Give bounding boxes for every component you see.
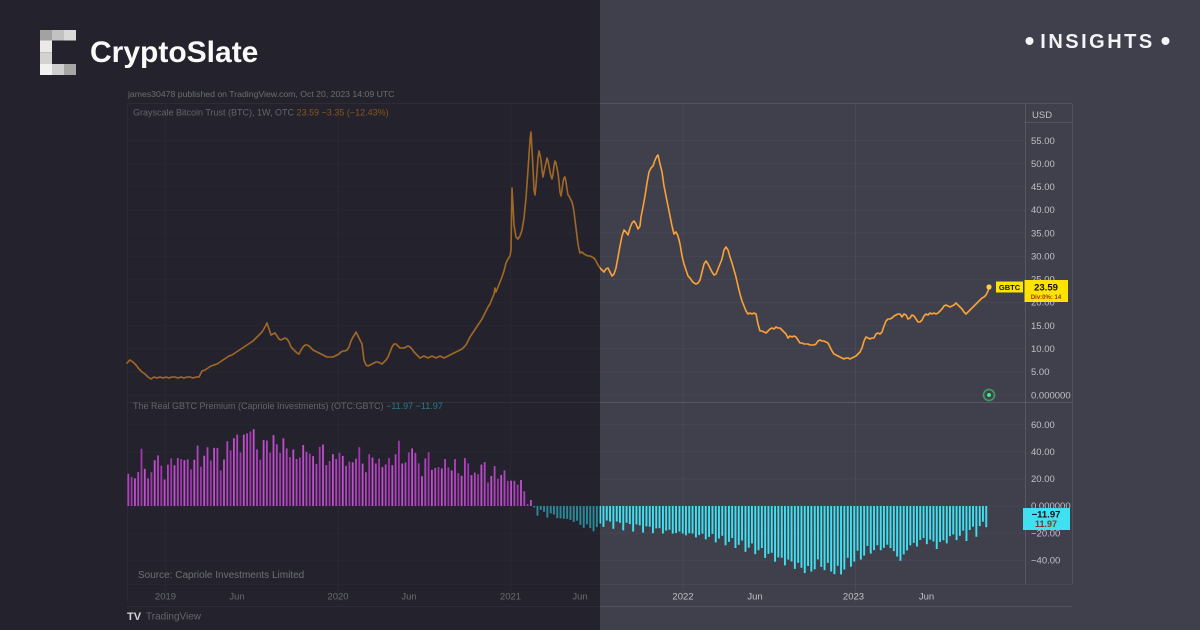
svg-text:2021: 2021 bbox=[500, 592, 521, 603]
svg-text:15.00: 15.00 bbox=[1031, 321, 1055, 332]
svg-text:40.00: 40.00 bbox=[1031, 447, 1055, 458]
svg-text:45.00: 45.00 bbox=[1031, 182, 1055, 193]
svg-text:60.00: 60.00 bbox=[1031, 420, 1055, 431]
svg-text:INSIGHTS: INSIGHTS bbox=[1040, 31, 1154, 53]
svg-text:11.97: 11.97 bbox=[1035, 519, 1057, 529]
svg-text:20.00: 20.00 bbox=[1031, 298, 1055, 309]
svg-text:Jun: Jun bbox=[747, 592, 762, 603]
svg-text:Jun: Jun bbox=[229, 592, 244, 603]
svg-text:0.000000: 0.000000 bbox=[1031, 501, 1071, 512]
svg-text:20.00: 20.00 bbox=[1031, 474, 1055, 485]
svg-text:2023: 2023 bbox=[843, 592, 864, 603]
svg-text:CryptoSlate: CryptoSlate bbox=[90, 36, 258, 69]
svg-text:Div:0%: 14: Div:0%: 14 bbox=[1031, 295, 1062, 301]
svg-text:Jun: Jun bbox=[572, 592, 587, 603]
svg-text:35.00: 35.00 bbox=[1031, 228, 1055, 239]
svg-text:23.59: 23.59 bbox=[1034, 283, 1058, 294]
svg-text:55.00: 55.00 bbox=[1031, 136, 1055, 147]
svg-text:−40.00: −40.00 bbox=[1031, 556, 1060, 567]
svg-text:james30478 published on Tradin: james30478 published on TradingView.com,… bbox=[127, 89, 394, 99]
svg-text:TradingView: TradingView bbox=[146, 612, 202, 623]
svg-text:−11.97: −11.97 bbox=[1032, 510, 1061, 521]
svg-text:2019: 2019 bbox=[155, 592, 176, 603]
svg-text:10.00: 10.00 bbox=[1031, 344, 1055, 355]
svg-text:Jun: Jun bbox=[401, 592, 416, 603]
svg-text:30.00: 30.00 bbox=[1031, 252, 1055, 263]
svg-text:2020: 2020 bbox=[327, 592, 348, 603]
svg-text:The Real GBTC Premium (Capriol: The Real GBTC Premium (Capriole Investme… bbox=[133, 401, 443, 411]
svg-text:GBTC: GBTC bbox=[999, 283, 1021, 292]
svg-text:USD: USD bbox=[1032, 110, 1052, 121]
svg-text:Jun: Jun bbox=[919, 592, 934, 603]
svg-text:50.00: 50.00 bbox=[1031, 159, 1055, 170]
svg-text:2022: 2022 bbox=[672, 592, 693, 603]
svg-text:40.00: 40.00 bbox=[1031, 205, 1055, 216]
svg-text:0.000000: 0.000000 bbox=[1031, 390, 1071, 401]
svg-text:Source: Capriole Investments L: Source: Capriole Investments Limited bbox=[138, 570, 304, 581]
svg-text:5.00: 5.00 bbox=[1031, 367, 1050, 378]
svg-text:Grayscale Bitcoin Trust (BTC),: Grayscale Bitcoin Trust (BTC), 1W, OTC 2… bbox=[133, 108, 389, 118]
svg-text:TV: TV bbox=[127, 611, 142, 623]
svg-text:−20.00: −20.00 bbox=[1031, 528, 1060, 539]
